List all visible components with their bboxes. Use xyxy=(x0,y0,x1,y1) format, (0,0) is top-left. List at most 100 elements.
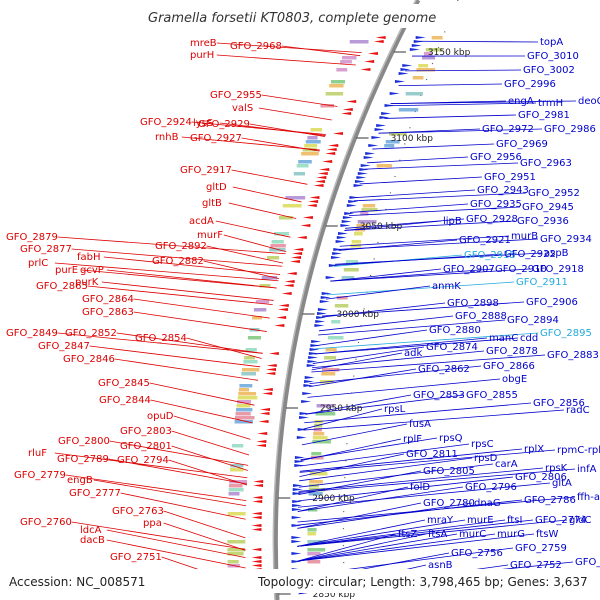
gene-label-right[interactable]: ffh-argS xyxy=(577,492,600,503)
gene-label-right[interactable]: GFO_2862 xyxy=(418,364,470,375)
gene-label-left[interactable]: GFO_2929 xyxy=(198,119,250,130)
gene-label-right[interactable]: GFO_2874 xyxy=(426,342,478,353)
gene-label-right[interactable]: GFO_2856 xyxy=(533,398,585,409)
gene-label-left[interactable]: GFO_2852 xyxy=(65,328,117,339)
gene-label-right[interactable]: engA xyxy=(508,96,534,107)
gene-label-left[interactable]: GFO_2751 xyxy=(110,552,162,563)
gene-label-right[interactable]: obgE xyxy=(502,374,527,385)
gene-label-right[interactable]: anmK xyxy=(432,281,461,292)
gene-label-left[interactable]: gltB xyxy=(202,198,222,209)
gene-label-right[interactable]: folD xyxy=(410,482,430,493)
gene-label-left[interactable]: purH xyxy=(190,50,214,61)
gene-label-left[interactable]: rluF xyxy=(28,448,47,459)
gene-label-right[interactable]: GFO_2921 xyxy=(459,235,511,246)
gene-label-right[interactable]: GFO_2855 xyxy=(466,390,518,401)
gene-label-right[interactable]: GFO_2894 xyxy=(507,315,559,326)
gene-label-right[interactable]: ftsZ xyxy=(398,529,417,540)
gene-label-right[interactable]: rplF xyxy=(403,434,422,445)
gene-label-right[interactable]: murG xyxy=(497,529,525,540)
gene-label-right[interactable]: GFO_2805 xyxy=(423,466,475,477)
gene-label-left[interactable]: GFO_2863 xyxy=(82,307,134,318)
gene-label-right[interactable]: dnaG xyxy=(474,498,501,509)
gene-label-right[interactable]: topA xyxy=(540,37,563,48)
gene-label-right[interactable]: asnB xyxy=(428,560,453,571)
gene-label-left[interactable]: engB xyxy=(67,475,93,486)
gene-label-right[interactable]: GFO_2811 xyxy=(406,449,458,460)
gene-label-left[interactable]: GFO_2854 xyxy=(135,333,187,344)
gene-label-right[interactable]: GFO_2936 xyxy=(517,216,569,227)
gene-label-right[interactable]: GFO_2780 xyxy=(423,498,475,509)
gene-label-right[interactable]: rplX xyxy=(524,444,544,455)
gene-label-left[interactable]: GFO_2882 xyxy=(152,256,204,267)
gene-label-right[interactable]: murC xyxy=(459,529,486,540)
gene-label-right[interactable]: GFO_2756 xyxy=(451,548,503,559)
gene-label-right[interactable]: manC xyxy=(489,333,518,344)
gene-label-right[interactable]: aspB xyxy=(544,248,569,259)
gene-label-right[interactable]: radC xyxy=(566,405,590,416)
gene-label-left[interactable]: GFO_2892 xyxy=(155,241,207,252)
gene-label-right[interactable]: rpsQ xyxy=(439,433,463,444)
gene-label-left[interactable]: GFO_2847 xyxy=(38,341,90,352)
gene-label-left[interactable]: GFO_2879 xyxy=(6,232,58,243)
gene-label-right[interactable]: carA xyxy=(495,459,518,470)
gene-label-left[interactable]: GFO_2801 xyxy=(120,441,172,452)
gene-label-right[interactable]: infA xyxy=(577,464,597,475)
gene-label-left[interactable]: rnhB xyxy=(155,132,179,143)
gene-label-right[interactable]: murE xyxy=(467,515,494,526)
gene-label-left[interactable]: purE xyxy=(55,265,78,276)
gene-label-right[interactable]: GFO_2911 xyxy=(516,277,568,288)
gene-label-right[interactable]: lipB xyxy=(443,216,462,227)
gene-label-left[interactable]: dacB xyxy=(80,535,105,546)
gene-label-right[interactable]: GFO_2972 xyxy=(482,124,534,135)
gene-label-left[interactable]: GFO_2777 xyxy=(69,488,121,499)
gene-label-right[interactable]: GFO_2752 xyxy=(510,560,562,571)
gene-label-left[interactable]: ppa xyxy=(143,518,162,529)
gene-label-right[interactable]: gldC xyxy=(569,515,591,526)
gene-label-right[interactable]: GFO_2888 xyxy=(455,311,507,322)
gene-label-right[interactable]: GFO_2786 xyxy=(524,495,576,506)
gene-label-right[interactable]: GFO_2951 xyxy=(484,172,536,183)
gene-label-left[interactable]: GFO_2955 xyxy=(210,90,262,101)
gene-label-left[interactable]: GFO_2760 xyxy=(20,517,72,528)
gene-label-right[interactable]: rpsC xyxy=(471,439,494,450)
gene-label-right[interactable]: GFO_3002 xyxy=(523,65,575,76)
gene-label-left[interactable]: acdA xyxy=(189,216,214,227)
gene-label-right[interactable]: GFO_2759 xyxy=(515,543,567,554)
gene-label-left[interactable]: purK xyxy=(75,277,99,288)
gene-label-right[interactable]: GFO_2956 xyxy=(470,152,522,163)
gene-label-left[interactable]: GFO_2844 xyxy=(99,395,151,406)
gene-label-left[interactable]: GFO_2864 xyxy=(82,294,134,305)
gene-label-right[interactable]: GFO_2945 xyxy=(522,202,574,213)
gene-label-right[interactable]: GFO_2922 xyxy=(504,249,556,260)
gene-label-left[interactable]: GFO_2865 xyxy=(36,281,88,292)
gene-label-left[interactable]: ldcA xyxy=(80,525,102,536)
gene-label-right[interactable]: murB xyxy=(511,231,538,242)
gene-label-left[interactable]: GFO_2927 xyxy=(190,133,242,144)
gene-label-right[interactable]: GFO_2952 xyxy=(528,188,580,199)
gene-label-right[interactable]: GFO_2915 xyxy=(464,250,516,261)
gene-label-right[interactable]: GFO_2898 xyxy=(447,298,499,309)
gene-label-right[interactable]: GFO_2981 xyxy=(518,110,570,121)
gene-label-right[interactable]: GFO_2996 xyxy=(504,79,556,90)
gene-label-left[interactable]: GFO_2968 xyxy=(230,41,282,52)
gene-label-right[interactable]: GFO_3010 xyxy=(527,51,579,62)
gene-label-left[interactable]: GFO_2845 xyxy=(98,378,150,389)
gene-label-right[interactable]: GFO_2963 xyxy=(520,158,572,169)
gene-label-right[interactable]: adk xyxy=(404,348,422,359)
gene-label-right[interactable]: rpsL xyxy=(384,404,406,415)
gene-label-right[interactable]: GFO_2880 xyxy=(429,325,481,336)
gene-label-left[interactable]: GFO_2877 xyxy=(20,244,72,255)
gene-label-left[interactable]: GFO_2763 xyxy=(112,506,164,517)
gene-label-left[interactable]: valS xyxy=(232,103,253,114)
gene-label-right[interactable]: GFO_2934 xyxy=(540,234,592,245)
gene-label-right[interactable]: fusA xyxy=(409,419,431,430)
gene-label-right[interactable]: mraY xyxy=(427,515,454,526)
gene-label-right[interactable]: GFO_2969 xyxy=(496,139,548,150)
gene-label-right[interactable]: GFO_2918 xyxy=(532,264,584,275)
gene-label-right[interactable]: gltA xyxy=(552,478,572,489)
gene-label-right[interactable]: GFO_2796 xyxy=(465,482,517,493)
gene-label-right[interactable]: ftsA xyxy=(428,529,447,540)
gene-label-right[interactable]: deoC xyxy=(578,96,600,107)
gene-label-right[interactable]: GFO_2928 xyxy=(466,214,518,225)
gene-label-left[interactable]: GFO_2849 xyxy=(6,328,58,339)
